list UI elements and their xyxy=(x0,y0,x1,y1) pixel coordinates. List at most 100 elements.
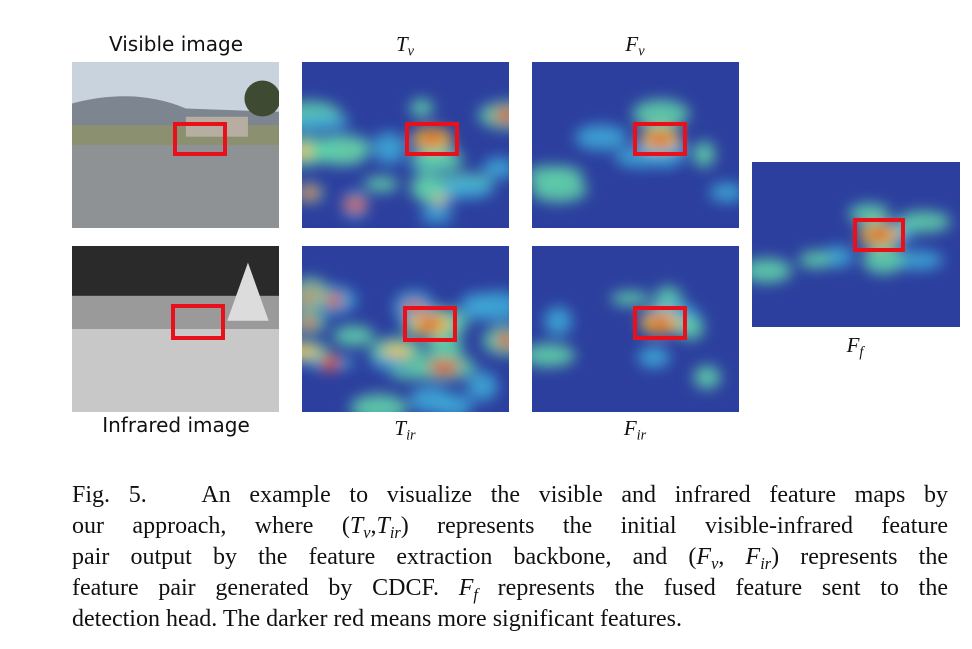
caption-text: feature pair generated by CDCF. xyxy=(72,575,459,601)
label-visible: Visible image xyxy=(109,32,243,56)
math: Tir xyxy=(394,416,416,444)
blob xyxy=(492,108,509,123)
caption-text: ) represents the initial visible-infrare… xyxy=(400,513,949,539)
label-tir: Tir xyxy=(394,416,415,444)
heat-blobs xyxy=(752,203,951,283)
caption-line: Fig. 5. An example to visualize the visi… xyxy=(72,480,948,511)
blob xyxy=(350,394,408,412)
caption-text: , xyxy=(370,513,377,539)
caption-text: pair output by the feature extraction ba… xyxy=(72,544,697,570)
target-box xyxy=(853,218,905,252)
target-box xyxy=(171,304,225,340)
caption-text: ) represents the xyxy=(771,544,949,570)
variable: F xyxy=(623,416,637,440)
blob xyxy=(482,325,509,356)
blob xyxy=(426,333,463,361)
blob xyxy=(382,345,412,359)
caption-line: detection head. The darker red means mor… xyxy=(72,604,948,635)
blob xyxy=(610,291,650,306)
label-tv: Tv xyxy=(396,32,414,60)
caption-line: feature pair generated by CDCF. Ff repre… xyxy=(72,573,948,604)
blob xyxy=(363,176,399,192)
variable: T xyxy=(394,416,407,440)
blob xyxy=(409,98,434,118)
house xyxy=(185,116,248,137)
label-ff: Ff xyxy=(847,333,864,361)
image-panel xyxy=(532,62,739,228)
target-box xyxy=(633,122,687,156)
image-panel xyxy=(72,62,279,228)
caption: Fig. 5. An example to visualize the visi… xyxy=(72,480,948,635)
caption-text: our approach, where ( xyxy=(72,513,350,539)
road xyxy=(72,145,279,228)
math: Tv xyxy=(395,32,415,60)
image-panel xyxy=(532,246,739,412)
blob xyxy=(310,136,370,166)
variable: F xyxy=(745,544,761,570)
blob xyxy=(439,178,495,199)
blob xyxy=(421,133,443,145)
subscript: f xyxy=(859,344,864,361)
target-box xyxy=(633,306,687,340)
variable: F xyxy=(696,544,712,570)
subscript: v xyxy=(363,522,371,542)
blob xyxy=(692,141,716,168)
caption-text: Fig. 5. An example to visualize the visi… xyxy=(72,482,948,508)
math: Fir xyxy=(623,416,646,443)
blob xyxy=(892,250,944,270)
blob xyxy=(532,165,584,185)
caption-line: pair output by the feature extraction ba… xyxy=(72,542,948,573)
image-panel xyxy=(752,162,960,327)
caption-line: our approach, where (Tv,Tir) represents … xyxy=(72,511,948,542)
image-panel xyxy=(302,62,509,228)
label-infrared: Infrared image xyxy=(102,413,250,437)
subscript: v xyxy=(638,43,645,60)
blob xyxy=(752,258,792,283)
blob xyxy=(798,251,833,269)
math: Tv xyxy=(349,513,371,542)
caption-text: , xyxy=(718,544,746,570)
blob xyxy=(302,114,351,131)
label-fv: Fv xyxy=(625,32,644,60)
heat-blobs xyxy=(532,99,739,203)
subscript: f xyxy=(473,584,478,604)
target-box xyxy=(405,122,459,156)
caption-text: represents the fused feature sent to the xyxy=(477,575,948,601)
blob xyxy=(649,317,671,329)
blob xyxy=(428,359,460,375)
blob xyxy=(302,345,319,358)
target-box xyxy=(173,122,227,156)
variable: F xyxy=(458,575,474,601)
blob xyxy=(302,297,316,306)
label-fir: Fir xyxy=(624,416,646,444)
subscript: ir xyxy=(760,553,772,573)
blob xyxy=(302,144,314,158)
subscript: ir xyxy=(406,427,416,444)
blob xyxy=(709,182,739,202)
road xyxy=(72,329,279,412)
tree xyxy=(244,80,279,117)
math: Fv xyxy=(625,32,645,60)
variable: T xyxy=(376,513,390,539)
math: Fir xyxy=(745,544,772,573)
subscript: v xyxy=(711,553,719,573)
subscript: v xyxy=(407,43,415,60)
variable: T xyxy=(349,513,364,539)
blob xyxy=(693,365,721,389)
blob xyxy=(409,385,452,412)
blob xyxy=(544,306,572,336)
blob xyxy=(302,316,317,329)
blob xyxy=(466,371,498,401)
blob xyxy=(389,366,434,380)
tree xyxy=(227,262,269,321)
caption-text: detection head. The darker red means mor… xyxy=(72,606,682,632)
blob xyxy=(419,318,441,330)
math: Ff xyxy=(458,575,478,604)
blob xyxy=(320,354,340,371)
math: Fv xyxy=(696,544,719,573)
blob xyxy=(419,209,454,224)
math: Ff xyxy=(847,333,864,361)
blob xyxy=(637,346,671,368)
image-panel xyxy=(72,246,279,412)
variable: T xyxy=(395,32,408,56)
